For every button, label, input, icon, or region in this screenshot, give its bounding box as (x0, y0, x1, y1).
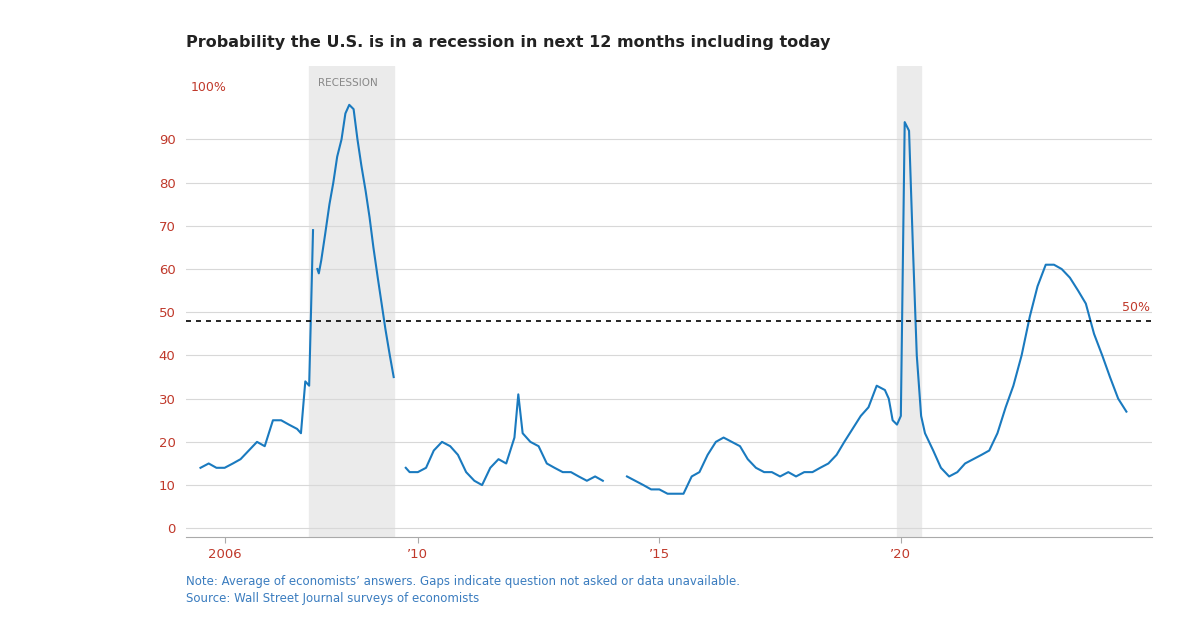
Text: Probability the U.S. is in a recession in next 12 months including today: Probability the U.S. is in a recession i… (186, 35, 830, 50)
Text: Source: Wall Street Journal surveys of economists: Source: Wall Street Journal surveys of e… (186, 592, 479, 605)
Text: 100%: 100% (191, 81, 227, 94)
Bar (310, 66, 394, 537)
Text: 50%: 50% (1122, 301, 1150, 315)
Text: Note: Average of economists’ answers. Gaps indicate question not asked or data u: Note: Average of economists’ answers. Ga… (186, 575, 740, 588)
Text: RECESSION: RECESSION (318, 77, 378, 87)
Bar (896, 66, 922, 537)
